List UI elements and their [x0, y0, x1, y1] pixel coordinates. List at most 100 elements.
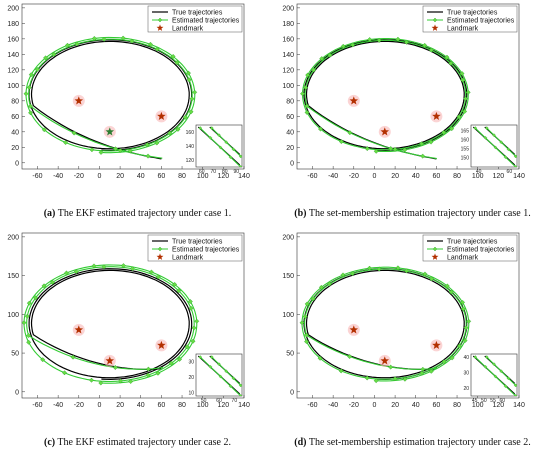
x-tick-label: 0 — [97, 173, 101, 180]
estimate-marker — [98, 149, 104, 155]
estimate-marker — [420, 366, 426, 372]
x-tick-label: -20 — [74, 402, 84, 409]
estimate-marker — [71, 130, 77, 136]
inset-y-tick-label: 150 — [461, 156, 470, 162]
y-tick-label: 100 — [7, 83, 19, 90]
y-tick-label: 80 — [286, 98, 294, 105]
estimate-marker — [191, 325, 197, 331]
inset-y-tick-label: 165 — [461, 128, 470, 134]
legend-label: True trajectories — [172, 239, 223, 246]
estimate-marker — [28, 103, 33, 109]
inset-y-tick-label: 120 — [186, 158, 195, 164]
estimate-marker — [347, 354, 353, 359]
estimate-marker — [41, 127, 47, 133]
x-tick-label: -40 — [328, 173, 338, 180]
inset-y-tick-label: 10 — [188, 391, 194, 397]
estimate-marker — [303, 332, 309, 338]
estimate-marker — [194, 318, 200, 324]
x-tick-label: -20 — [349, 173, 359, 180]
estimate-marker — [327, 52, 333, 58]
inset-marker — [217, 362, 221, 366]
landmark-star — [380, 356, 390, 365]
x-tick-label: 80 — [178, 402, 186, 409]
inset-marker — [483, 135, 488, 140]
estimate-marker — [112, 365, 118, 370]
estimate-marker — [302, 314, 308, 320]
x-tick-label: 140 — [513, 402, 525, 409]
y-tick-label: 180 — [7, 21, 19, 28]
estimate-marker — [74, 41, 80, 47]
inset-y-tick-label: 20 — [463, 386, 469, 392]
chart-b: -60 -40 -20 0 20 40 60 80 100 120 140 0 20 40 60 80 100 1… — [282, 3, 525, 180]
estimate-marker — [465, 89, 471, 95]
legend-estimate-marker — [157, 17, 163, 23]
estimate-marker — [456, 343, 462, 349]
legend-label: Estimated trajectories — [172, 18, 240, 25]
estimate-marker — [21, 320, 27, 326]
y-tick-label: 200 — [7, 234, 19, 241]
estimate-marker — [441, 129, 447, 135]
estimate-marker — [392, 376, 398, 382]
estimate-marker — [186, 77, 192, 83]
inset-marker — [499, 140, 504, 145]
estimate-marker — [340, 43, 346, 49]
inset-x-tick-label: 80 — [222, 169, 228, 175]
inset-marker — [198, 126, 203, 130]
estimate-marker — [34, 67, 40, 72]
estimate-marker — [420, 153, 426, 159]
y-tick-label: 100 — [7, 312, 19, 319]
inset-marker — [231, 376, 236, 381]
inset-x-tick-label: 55 — [490, 398, 496, 404]
inset-y-tick-label: 30 — [463, 370, 469, 376]
estimate-marker — [33, 295, 39, 301]
x-tick-label: 140 — [238, 173, 250, 180]
inset-marker — [484, 126, 489, 130]
x-tick-label: -20 — [74, 173, 84, 180]
legend-estimate-marker — [157, 246, 163, 252]
estimate-marker — [392, 146, 398, 152]
x-tick-label: -60 — [32, 173, 42, 180]
inset-marker — [208, 364, 213, 369]
estimate-marker — [303, 85, 309, 91]
estimate-marker — [419, 370, 425, 376]
estimate-marker — [145, 366, 151, 372]
inset-marker — [218, 374, 223, 379]
inset-marker — [506, 147, 511, 152]
estimate-marker — [145, 372, 151, 378]
panel-b: -60 -40 -20 0 20 40 60 80 100 120 140 0 20 40 60 80 100 1… — [275, 0, 550, 229]
y-tick-label: 60 — [286, 114, 294, 121]
x-tick-label: 20 — [391, 402, 399, 409]
estimate-marker — [364, 146, 370, 152]
chart-c: -60 -40 -20 0 20 40 60 80 100 120 140050100150200T… — [7, 232, 250, 409]
landmark-star — [349, 96, 359, 105]
caption-label: (a) — [43, 208, 56, 219]
caption-text: The set-membership estimation trajectory… — [306, 208, 531, 219]
y-tick-label: 40 — [11, 129, 19, 136]
x-tick-label: 40 — [412, 402, 420, 409]
y-tick-label: 200 — [282, 5, 294, 12]
estimate-marker — [429, 276, 435, 282]
x-tick-label: -40 — [328, 402, 338, 409]
estimate-marker — [349, 271, 355, 277]
y-tick-label: 20 — [286, 145, 294, 152]
landmark-star — [432, 111, 441, 120]
estimate-marker — [460, 77, 466, 83]
inset-x-tick-label: 70 — [232, 398, 238, 404]
inset-marker — [484, 355, 489, 359]
panel-c: -60 -40 -20 0 20 40 60 80 100 120 140 0 50 100 150 200 T… — [0, 229, 275, 458]
caption-c: (c) The EKF estimated trajectory under c… — [0, 437, 275, 448]
estimate-marker — [101, 36, 107, 42]
x-tick-label: -60 — [32, 402, 42, 409]
estimate-marker — [190, 338, 196, 344]
estimate-marker — [428, 139, 434, 145]
legend-box — [147, 5, 243, 33]
landmark-star — [380, 127, 390, 136]
inset-marker — [228, 155, 233, 160]
inset-marker — [228, 384, 233, 389]
estimate-marker — [89, 147, 95, 153]
inset-lines — [197, 126, 242, 167]
legend-label: Estimated trajectories — [172, 247, 240, 254]
x-tick-label: -40 — [53, 402, 63, 409]
caption-a: (a) The EKF estimated trajectory under c… — [0, 208, 275, 219]
inset-marker — [209, 126, 214, 130]
